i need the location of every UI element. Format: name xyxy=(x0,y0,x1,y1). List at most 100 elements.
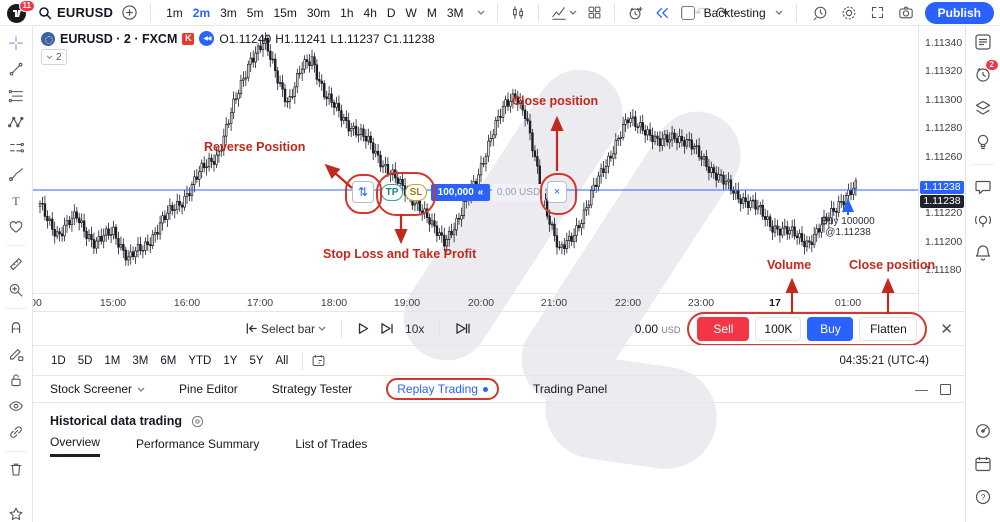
redo-icon[interactable]: ↷ xyxy=(716,4,729,20)
indicators-button[interactable] xyxy=(549,3,579,23)
user-menu[interactable]: 11 xyxy=(6,0,35,24)
undo-icon[interactable]: ↶ xyxy=(694,4,707,20)
backtesting-chevron-icon[interactable] xyxy=(775,10,783,15)
timeframe-5m[interactable]: 5m xyxy=(246,5,264,20)
stop-loss-button[interactable]: SL xyxy=(405,184,427,201)
range-ytd[interactable]: YTD xyxy=(188,354,212,367)
timeframe-2m[interactable]: 2m xyxy=(192,5,211,20)
tab-replay-trading[interactable]: Replay Trading xyxy=(386,378,499,400)
flatten-button[interactable]: Flatten xyxy=(859,316,918,341)
data-window-target-icon[interactable] xyxy=(973,421,993,441)
timeframe-30m[interactable]: 30m xyxy=(306,5,331,20)
timeframe-4h[interactable]: 4h xyxy=(363,5,377,20)
hide-drawings-eye-icon[interactable] xyxy=(7,398,25,414)
watchlist-icon[interactable] xyxy=(973,32,993,52)
range-5y[interactable]: 5Y xyxy=(249,354,264,367)
alert-create-icon[interactable] xyxy=(625,3,646,23)
range-5d[interactable]: 5D xyxy=(77,354,93,367)
timeframe-1m[interactable]: 1m xyxy=(166,5,183,20)
timeframe-M[interactable]: M xyxy=(426,5,437,20)
compare-add-symbol-button[interactable] xyxy=(119,2,140,23)
timeframe-menu-chevron-icon[interactable] xyxy=(475,8,487,17)
trend-line-tool-icon[interactable] xyxy=(7,61,25,77)
range-1m[interactable]: 1M xyxy=(104,354,121,367)
fib-retracement-tool-icon[interactable] xyxy=(7,88,25,104)
alerts-panel-icon[interactable]: 2 xyxy=(973,59,999,84)
buy-button[interactable]: Buy xyxy=(807,316,854,341)
legend-symbol-title[interactable]: EURUSD · 2 · FXCM xyxy=(60,31,178,46)
fullscreen-icon[interactable] xyxy=(868,3,887,22)
minimize-panel-icon[interactable]: — xyxy=(915,381,928,397)
price-axis[interactable]: 1.11340 1.11320 1.11300 1.11280 1.11260 1.112… xyxy=(918,26,965,311)
range-6m[interactable]: 6M xyxy=(160,354,177,367)
settings-gear-icon[interactable] xyxy=(839,3,859,23)
replay-mode-chip-icon[interactable]: ◀◀ xyxy=(199,31,215,46)
subtab-list-of-trades[interactable]: List of Trades xyxy=(295,436,368,451)
ruler-measure-tool-icon[interactable] xyxy=(7,256,25,272)
range-3m[interactable]: 3M xyxy=(132,354,149,367)
range-all[interactable]: All xyxy=(275,354,289,367)
replay-speed-button[interactable]: 10x xyxy=(405,321,425,336)
timeframe-D[interactable]: D xyxy=(386,5,396,20)
streams-icon[interactable] xyxy=(973,210,993,230)
symbol-search[interactable]: EURUSD xyxy=(38,5,113,20)
select-bar-button[interactable]: Select bar xyxy=(245,322,326,336)
backtesting-checkbox[interactable] xyxy=(680,5,695,20)
clock[interactable]: 04:35:21 (UTC-4) xyxy=(839,354,929,367)
emoji-heart-tool-icon[interactable] xyxy=(7,219,25,235)
bar-replay-icon[interactable] xyxy=(652,3,672,23)
publish-button[interactable]: Publish xyxy=(924,1,994,24)
replay-play-button[interactable] xyxy=(357,322,369,335)
lock-drawings-icon[interactable] xyxy=(7,372,25,388)
range-1d[interactable]: 1D xyxy=(51,354,66,367)
sell-button[interactable]: Sell xyxy=(697,316,750,341)
screenshot-camera-icon[interactable] xyxy=(896,3,916,22)
go-to-date-calendar-icon[interactable] xyxy=(311,353,326,368)
chat-icon[interactable] xyxy=(973,177,993,197)
crosshair-cursor-icon[interactable] xyxy=(7,35,25,51)
subtab-overview[interactable]: Overview xyxy=(50,430,101,457)
panel-settings-icon[interactable] xyxy=(191,415,204,428)
chart-style-candles-icon[interactable] xyxy=(508,3,528,23)
remove-drawings-trash-icon[interactable] xyxy=(7,461,25,477)
take-profit-button[interactable]: TP xyxy=(381,184,403,201)
tab-pine-editor[interactable]: Pine Editor xyxy=(179,382,238,396)
calendar-icon[interactable] xyxy=(973,454,993,474)
brush-tool-icon[interactable] xyxy=(7,166,25,182)
quick-search-icon[interactable] xyxy=(810,3,830,23)
timeframe-15m[interactable]: 15m xyxy=(273,5,297,20)
close-replay-trading-icon[interactable]: ✕ xyxy=(940,320,953,338)
tab-strategy-tester[interactable]: Strategy Tester xyxy=(271,382,353,396)
timeframe-1h[interactable]: 1h xyxy=(340,5,354,20)
help-icon[interactable]: ? xyxy=(973,487,993,507)
magnet-mode-icon[interactable] xyxy=(7,319,25,335)
drawing-mode-lock-icon[interactable] xyxy=(7,346,25,362)
position-quantity-pill[interactable]: 100,000 « xyxy=(431,184,490,201)
object-tree-layers-icon[interactable] xyxy=(973,98,993,118)
favorites-star-icon[interactable] xyxy=(7,506,25,522)
timeframe-W[interactable]: W xyxy=(405,5,417,20)
legend-collapse-button[interactable]: 2 xyxy=(41,49,67,65)
ideas-lightbulb-icon[interactable] xyxy=(973,132,993,152)
chart-legend[interactable]: EURUSD · 2 · FXCM K ◀◀ O1.11240 H1.11241 L… xyxy=(41,31,439,46)
timeframe-3M[interactable]: 3M xyxy=(446,5,464,20)
prediction-tool-icon[interactable] xyxy=(7,140,25,156)
volume-button[interactable]: 100K xyxy=(755,316,802,341)
replay-jump-to-end-button[interactable] xyxy=(455,322,471,335)
notifications-bell-icon[interactable] xyxy=(973,243,993,263)
tab-stock-screener[interactable]: Stock Screener xyxy=(50,382,145,396)
subtab-performance-summary[interactable]: Performance Summary xyxy=(136,436,260,451)
xabcd-pattern-tool-icon[interactable] xyxy=(7,114,25,130)
replay-step-forward-button[interactable] xyxy=(380,322,394,335)
zoom-in-tool-icon[interactable] xyxy=(7,282,25,298)
tab-trading-panel[interactable]: Trading Panel xyxy=(532,382,608,396)
reverse-position-button[interactable]: ⇅ xyxy=(352,181,374,203)
timeframe-3m[interactable]: 3m xyxy=(220,5,237,20)
maximize-panel-icon[interactable] xyxy=(940,383,951,395)
layout-grid-icon[interactable] xyxy=(585,3,604,22)
text-tool-icon[interactable]: T xyxy=(7,193,25,209)
sync-drawings-link-icon[interactable] xyxy=(7,424,25,440)
range-1y[interactable]: 1Y xyxy=(223,354,238,367)
close-position-button[interactable]: × xyxy=(547,181,567,203)
time-axis[interactable]: 00 15:00 16:00 17:00 18:00 19:00 20:00 21:00 22:… xyxy=(30,293,965,311)
